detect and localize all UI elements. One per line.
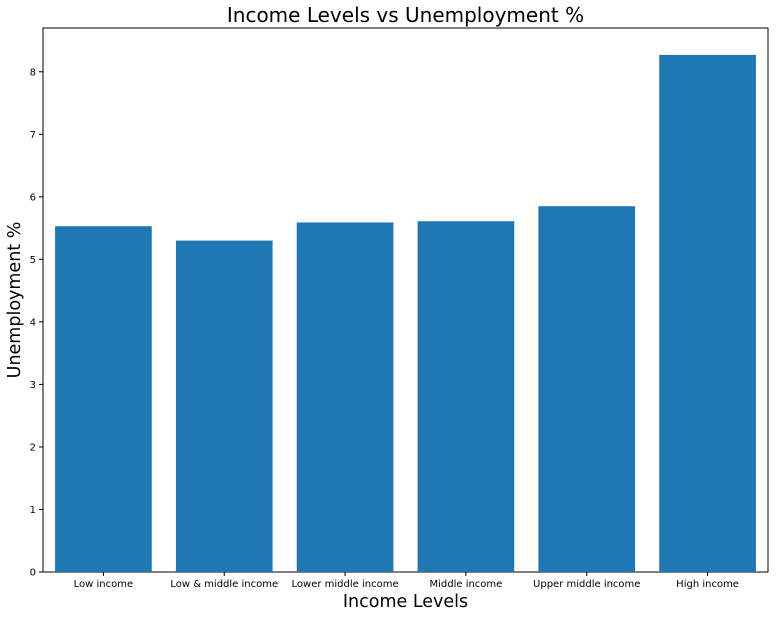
y-axis-ticks: 0 1 2 3 4 5 6 7 8	[30, 67, 43, 579]
y-tick-label: 3	[30, 380, 36, 391]
bars-group	[55, 54, 756, 573]
y-tick-label: 4	[30, 317, 36, 328]
bar	[417, 221, 515, 572]
y-tick-label: 8	[30, 67, 36, 78]
x-tick-label: Upper middle income	[533, 579, 640, 590]
x-tick-label: Middle income	[429, 579, 502, 590]
y-tick-label: 2	[30, 442, 36, 453]
y-tick-label: 5	[30, 255, 36, 266]
bar	[659, 54, 756, 573]
y-tick-label: 6	[30, 192, 36, 203]
x-tick-label: Low income	[74, 579, 134, 590]
x-tick-label: Lower middle income	[292, 579, 399, 590]
y-tick-label: 0	[30, 568, 36, 579]
y-tick-label: 7	[30, 130, 36, 141]
bar	[296, 222, 394, 573]
y-tick-label: 1	[30, 505, 36, 516]
plot-frame	[42, 27, 769, 573]
y-axis-label: Unemployment %	[5, 222, 25, 379]
x-axis-ticks: Low income Low & middle income Lower middl…	[74, 572, 739, 590]
bar	[55, 226, 152, 572]
x-tick-label: Low & middle income	[170, 579, 278, 590]
bar	[538, 206, 636, 572]
x-tick-label: High income	[676, 579, 739, 590]
x-axis-label: Income Levels	[343, 592, 468, 612]
chart-title: Income Levels vs Unemployment %	[227, 3, 584, 27]
bar	[175, 240, 273, 572]
